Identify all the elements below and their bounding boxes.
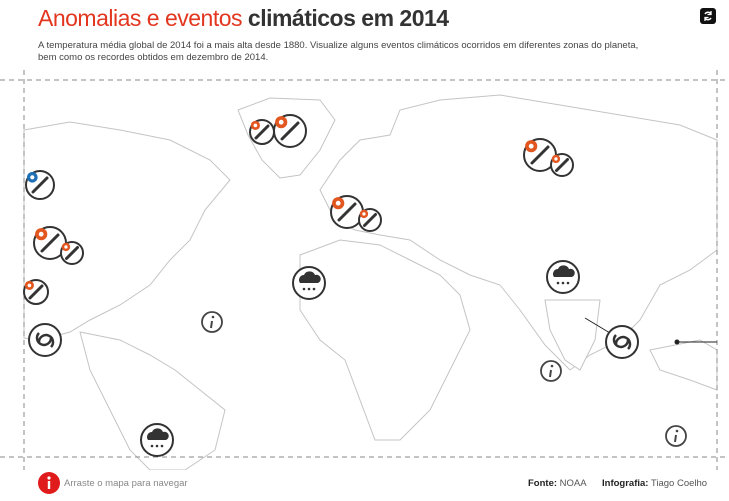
info-marker[interactable]: [201, 311, 223, 333]
info-dot: [550, 364, 554, 368]
info-icon[interactable]: [38, 472, 60, 494]
cloud: [553, 265, 575, 277]
map[interactable]: [0, 70, 729, 470]
connector-dot: [674, 339, 680, 345]
refresh-icon: [704, 11, 712, 21]
rain-drop: [561, 281, 565, 285]
map-frame: [0, 70, 729, 470]
badge-dot: [30, 175, 35, 180]
info-stem: [549, 369, 552, 378]
connector: [584, 317, 611, 334]
rain-drop: [556, 281, 560, 285]
rain-drop: [160, 444, 164, 448]
thermometer: [65, 246, 79, 260]
thermometer: [40, 233, 60, 253]
cyclone-marker[interactable]: [605, 325, 639, 359]
info-stem: [210, 320, 213, 329]
title-part: climáticos em 2014: [247, 5, 449, 31]
info-marker[interactable]: [665, 425, 687, 447]
subtitle-line: bem como os recordes obtidos em dezembro…: [38, 52, 269, 63]
badge-dot: [253, 123, 258, 128]
thermometer: [31, 176, 49, 194]
rain-marker[interactable]: [140, 423, 174, 457]
rain-drop: [302, 287, 306, 291]
thermometer: [555, 158, 569, 172]
badge-dot: [335, 200, 341, 206]
credit-label: Infografia:: [602, 478, 649, 489]
thermometer: [28, 284, 44, 300]
cloud: [147, 428, 169, 440]
temperature-marker[interactable]: [249, 119, 275, 145]
marker-ring: [28, 323, 62, 357]
rain-marker[interactable]: [546, 260, 580, 294]
badge-dot: [38, 231, 44, 237]
badge-dot: [528, 143, 534, 149]
temperature-marker[interactable]: [60, 241, 84, 265]
credit: Infografia: Tiago Coelho: [602, 478, 707, 489]
rain-drop: [566, 281, 570, 285]
title: Anomalias e eventos climáticos em 2014: [38, 5, 449, 32]
temperature-marker[interactable]: [273, 114, 307, 148]
info-dot: [211, 315, 215, 319]
source-label: Fonte:: [528, 478, 558, 489]
refresh-button[interactable]: [700, 8, 716, 24]
subtitle-line: A temperatura média global de 2014 foi a…: [38, 40, 639, 51]
temperature-marker[interactable]: [550, 153, 574, 177]
footer: Arraste o mapa para navegar Fonte: NOAA …: [0, 472, 729, 494]
thermometer: [280, 121, 300, 141]
badge-dot: [554, 157, 558, 161]
hint: Arraste o mapa para navegar: [64, 478, 188, 489]
info-stem: [674, 434, 677, 443]
temperature-marker[interactable]: [33, 226, 67, 260]
temperature-marker[interactable]: [330, 195, 364, 229]
info-marker[interactable]: [540, 360, 562, 382]
badge-dot: [362, 212, 366, 216]
temperature-marker[interactable]: [523, 138, 557, 172]
source-name: NOAA: [559, 478, 587, 489]
rain-drop: [155, 444, 159, 448]
rain-marker[interactable]: [292, 266, 326, 300]
rain-drop: [312, 287, 316, 291]
rain-drop: [307, 287, 311, 291]
thermometer: [337, 202, 357, 222]
cloud: [299, 271, 321, 283]
thermometer: [254, 124, 270, 140]
temperature-marker[interactable]: [358, 208, 382, 232]
temperature-marker[interactable]: [25, 170, 55, 200]
badge-dot: [278, 119, 284, 125]
source: Fonte: NOAA: [528, 478, 587, 489]
land: [23, 94, 718, 470]
title-part: Anomalias e eventos: [38, 5, 243, 31]
temperature-marker[interactable]: [23, 279, 49, 305]
thermometer: [363, 213, 377, 227]
cyclone: [612, 334, 632, 350]
marker-ring: [605, 325, 639, 359]
info-glyph: [47, 476, 51, 489]
rain-drop: [150, 444, 154, 448]
cyclone-marker[interactable]: [28, 323, 62, 357]
cyclone: [35, 332, 55, 348]
credit-name: Tiago Coelho: [650, 478, 708, 489]
subtitle: A temperatura média global de 2014 foi a…: [38, 40, 698, 64]
badge-dot: [64, 245, 68, 249]
thermometer: [530, 145, 550, 165]
badge-dot: [27, 283, 32, 288]
info-dot: [675, 429, 679, 433]
